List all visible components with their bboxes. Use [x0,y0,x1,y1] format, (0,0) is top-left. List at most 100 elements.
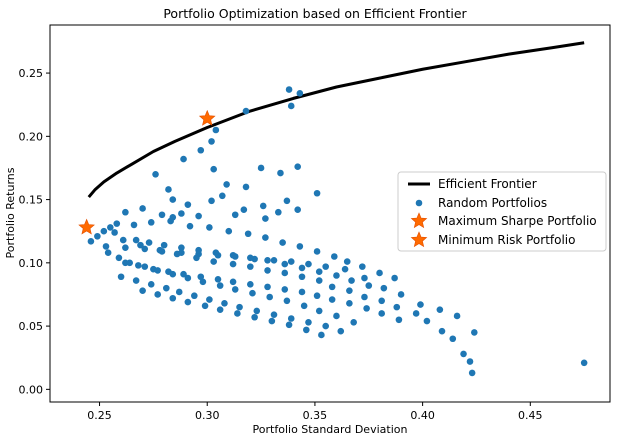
random-portfolio-point [178,244,185,251]
random-portfolio-point [460,350,467,358]
random-portfolio-point [135,262,142,269]
random-portfolio-point [318,331,325,339]
maximum-sharpe-marker [198,109,216,126]
random-portfolio-point [346,300,353,307]
random-portfolio-point [322,322,329,330]
legend-swatch-random [415,199,423,207]
random-portfolio-point [296,90,304,97]
random-portfolio-point [468,369,476,377]
x-tick-label: 0.35 [303,409,328,422]
random-portfolio-point [268,317,276,325]
random-portfolio-point [201,302,209,310]
random-portfolio-point [229,251,237,259]
legend-swatch-max-sharpe [410,212,428,229]
random-portfolio-point [359,263,366,270]
random-portfolio-point [156,246,164,254]
random-portfolio-point [210,165,217,173]
random-portfolio-point [223,181,230,188]
legend-label-random: Random Portfolios [438,196,547,210]
random-portfolio-point [193,254,200,262]
x-tick-label: 0.30 [195,409,220,422]
random-portfolio-point [100,227,108,235]
random-portfolio-point [199,278,207,286]
random-portfolio-point [285,86,293,93]
random-portfolio-point [117,273,125,281]
random-portfolio-point [231,286,239,293]
random-portfolio-point [160,241,168,249]
random-portfolio-point [294,206,301,213]
random-portfolio-point [236,303,243,311]
x-axis-ticks: 0.25 0.30 0.35 0.40 0.45 [87,402,543,422]
random-portfolio-point [275,208,282,216]
random-portfolio-point [313,248,321,255]
random-portfolio-point [169,196,177,203]
random-portfolio-point [315,277,323,284]
legend-box [397,171,607,252]
random-portfolio-point [287,315,295,322]
random-portfolio-point [436,306,444,313]
random-portfolio-point [346,287,353,294]
random-portfolio-point [163,284,170,292]
random-portfolio-point [281,286,289,293]
random-portfolio-point [247,263,254,270]
random-portfolio-point [333,312,340,320]
x-axis-label: Portfolio Standard Deviation [253,423,408,436]
random-portfolio-point [298,288,306,296]
random-portfolio-point [167,217,174,225]
random-portfolio-point [169,294,177,302]
y-tick-label: 0.05 [19,320,44,333]
random-portfolio-point [115,254,123,262]
efficient-frontier-line [87,41,585,199]
random-portfolio-point [184,201,192,208]
random-portfolio-point [305,260,312,268]
random-portfolio-point [208,197,215,205]
random-portfolio-point [137,241,144,249]
random-portfolio-point [197,273,205,281]
random-portfolio-point [111,229,118,236]
random-portfolios-layer [87,86,588,377]
legend-label-max-sharpe: Maximum Sharpe Portfolio [438,214,597,228]
random-portfolio-point [186,222,194,230]
random-portfolio-point [244,230,252,238]
y-tick-label: 0.10 [19,257,44,270]
random-portfolio-point [102,243,110,250]
random-portfolio-point [225,227,233,235]
random-portfolio-point [130,221,138,229]
legend-swatch-min-risk [410,231,428,248]
random-portfolio-point [113,220,121,227]
random-portfolio-point [378,310,385,317]
x-tick-label: 0.40 [410,409,435,422]
random-portfolio-point [132,277,140,284]
random-portfolio-point [333,272,340,279]
random-portfolio-point [145,239,153,246]
random-portfolio-point [169,270,177,278]
legend-items: Efficient Frontier Random Portfolios Maxim… [408,177,597,248]
random-portfolio-point [242,183,250,191]
random-portfolio-point [253,307,261,315]
y-tick-label: 0.25 [19,67,44,80]
random-portfolio-point [328,283,336,291]
random-portfolio-point [247,254,254,262]
y-axis-label: Portfolio Returns [4,167,17,258]
random-portfolio-point [296,243,304,250]
random-portfolio-point [331,253,338,260]
efficient-frontier-layer [87,41,585,199]
random-portfolio-point [262,234,269,241]
random-portfolio-point [141,245,149,253]
random-portfolio-point [471,329,478,336]
random-portfolio-point [315,268,323,275]
y-tick-label: 0.20 [19,130,44,143]
random-portfolio-point [139,205,146,212]
random-portfolio-point [219,192,226,200]
legend-label-min-risk: Minimum Risk Portfolio [438,233,575,247]
random-portfolio-point [287,102,295,110]
random-portfolio-point [281,269,289,277]
random-portfolio-point [195,212,202,220]
random-portfolio-point [313,189,321,197]
random-portfolio-point [350,319,357,326]
random-portfolio-point [216,306,224,313]
random-portfolio-point [107,224,114,231]
random-portfolio-point [337,327,345,335]
